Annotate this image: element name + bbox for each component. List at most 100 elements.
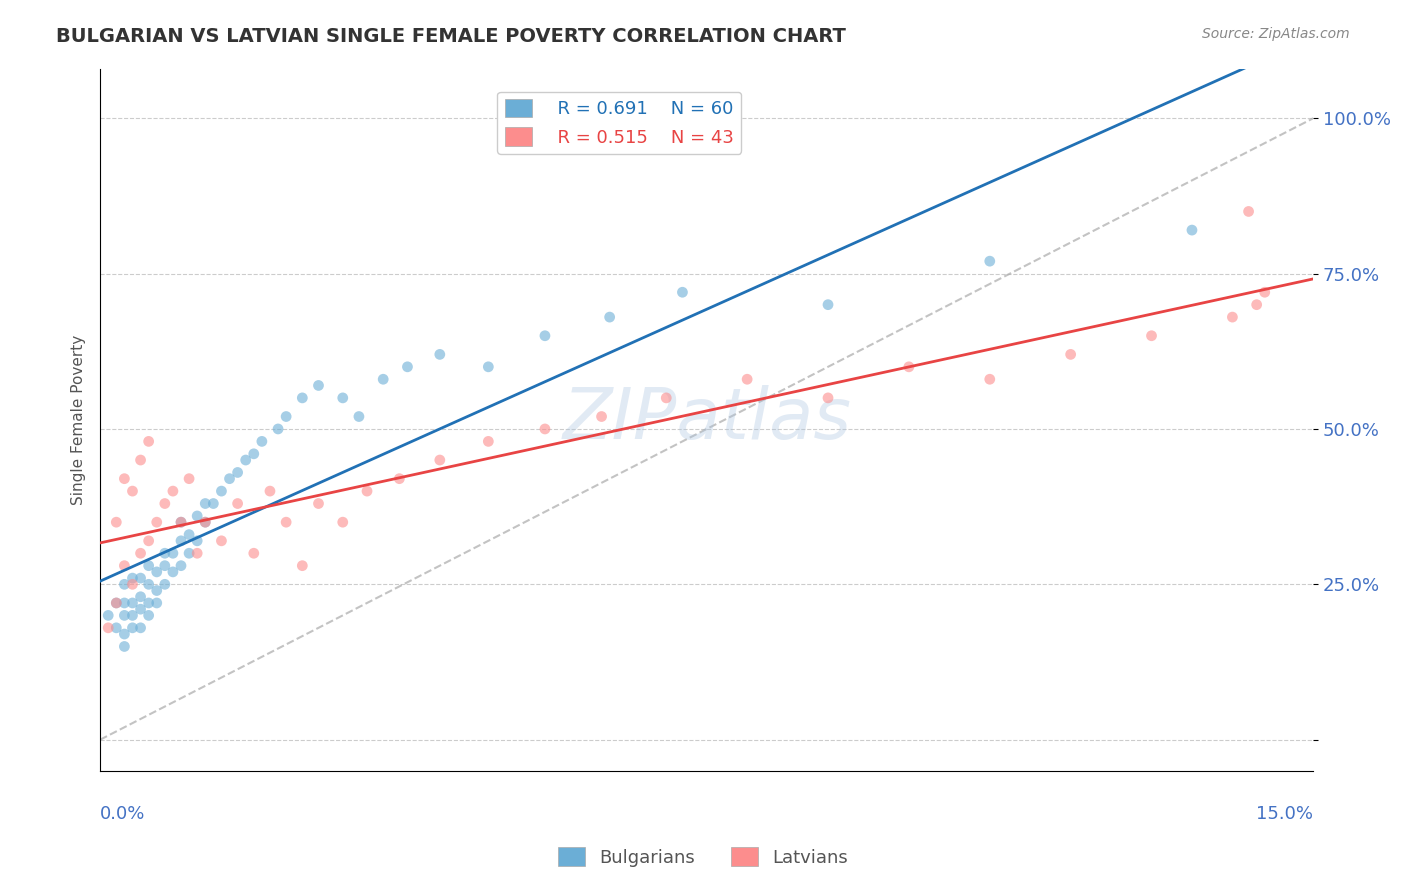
Point [121,621,143,635]
Point [105,515,128,529]
Point [356,484,378,499]
Point [291,391,314,405]
Text: ZIPatlas: ZIPatlas [562,385,851,454]
Point [477,434,499,449]
Legend: Bulgarians, Latvians: Bulgarians, Latvians [550,840,856,874]
Point [138,558,160,573]
Legend:   R = 0.691    N = 60,   R = 0.515    N = 43: R = 0.691 N = 60, R = 0.515 N = 43 [498,92,741,153]
Point [599,310,621,324]
Y-axis label: Single Female Poverty: Single Female Poverty [72,334,86,505]
Point [153,546,176,560]
Point [153,577,176,591]
Text: BULGARIAN VS LATVIAN SINGLE FEMALE POVERTY CORRELATION CHART: BULGARIAN VS LATVIAN SINGLE FEMALE POVER… [56,27,846,45]
Text: 15.0%: 15.0% [1257,805,1313,823]
Point [112,596,135,610]
Point [121,577,143,591]
Point [162,565,184,579]
Point [243,447,266,461]
Point [97,621,120,635]
Point [162,484,184,499]
Point [186,533,208,548]
Point [112,627,135,641]
Point [243,546,266,560]
Point [209,533,232,548]
Point [202,497,225,511]
Point [170,515,193,529]
Point [129,590,152,604]
Point [129,546,152,560]
Point [332,515,354,529]
Point [186,546,208,560]
Point [1237,204,1260,219]
Point [145,515,167,529]
Point [194,497,217,511]
Point [209,484,232,499]
Point [218,472,240,486]
Point [177,546,200,560]
Point [129,571,152,585]
Point [534,328,557,343]
Point [138,608,160,623]
Point [112,472,135,486]
Point [1222,310,1244,324]
Point [145,596,167,610]
Point [194,515,217,529]
Point [1246,298,1268,312]
Point [121,608,143,623]
Point [145,565,167,579]
Point [194,515,217,529]
Point [138,577,160,591]
Text: Source: ZipAtlas.com: Source: ZipAtlas.com [1202,27,1350,41]
Point [1059,347,1081,361]
Point [226,466,249,480]
Point [112,640,135,654]
Point [429,347,451,361]
Point [170,515,193,529]
Point [396,359,419,374]
Point [291,558,314,573]
Point [138,434,160,449]
Point [177,527,200,541]
Text: 0.0%: 0.0% [100,805,145,823]
Point [477,359,499,374]
Point [1140,328,1163,343]
Point [735,372,758,386]
Point [979,372,1001,386]
Point [534,422,557,436]
Point [186,508,208,523]
Point [153,558,176,573]
Point [332,391,354,405]
Point [105,621,128,635]
Point [897,359,920,374]
Point [112,577,135,591]
Point [388,472,411,486]
Point [817,391,839,405]
Point [655,391,678,405]
Point [153,497,176,511]
Point [129,453,152,467]
Point [259,484,281,499]
Point [276,515,298,529]
Point [105,596,128,610]
Point [276,409,298,424]
Point [138,533,160,548]
Point [112,558,135,573]
Point [817,298,839,312]
Point [121,596,143,610]
Point [97,608,120,623]
Point [267,422,290,436]
Point [129,621,152,635]
Point [162,546,184,560]
Point [145,583,167,598]
Point [1181,223,1204,237]
Point [177,472,200,486]
Point [170,533,193,548]
Point [170,558,193,573]
Point [138,596,160,610]
Point [1254,285,1277,300]
Point [121,484,143,499]
Point [129,602,152,616]
Point [250,434,273,449]
Point [308,497,330,511]
Point [671,285,693,300]
